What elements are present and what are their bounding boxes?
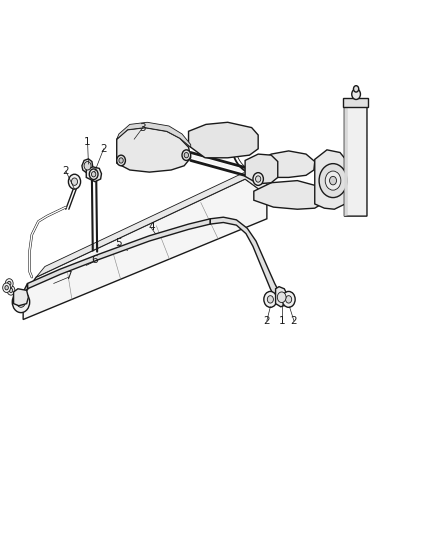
Polygon shape	[188, 122, 258, 158]
Polygon shape	[36, 170, 267, 277]
Polygon shape	[276, 287, 288, 307]
Text: 7: 7	[66, 271, 72, 281]
Polygon shape	[245, 154, 278, 184]
Text: 6: 6	[92, 255, 98, 265]
Circle shape	[253, 173, 263, 185]
Polygon shape	[23, 179, 267, 319]
Polygon shape	[117, 122, 191, 147]
Circle shape	[182, 150, 191, 160]
Text: 1: 1	[279, 316, 285, 326]
Polygon shape	[86, 167, 102, 182]
Polygon shape	[343, 98, 368, 108]
Circle shape	[5, 279, 13, 288]
Circle shape	[353, 86, 359, 92]
Circle shape	[117, 155, 125, 166]
Circle shape	[264, 292, 277, 308]
Circle shape	[7, 281, 11, 286]
Polygon shape	[18, 284, 28, 305]
Circle shape	[92, 172, 96, 177]
Text: 2: 2	[264, 316, 270, 326]
Polygon shape	[210, 217, 279, 297]
Circle shape	[89, 169, 98, 180]
Text: 3: 3	[140, 123, 146, 133]
Text: 4: 4	[148, 222, 155, 232]
Polygon shape	[117, 127, 191, 172]
Circle shape	[17, 297, 25, 308]
Circle shape	[184, 152, 188, 158]
Polygon shape	[344, 102, 367, 216]
Text: 2: 2	[100, 144, 107, 154]
Polygon shape	[254, 181, 325, 209]
Circle shape	[325, 171, 341, 190]
Circle shape	[3, 283, 11, 293]
Text: 2: 2	[63, 166, 69, 176]
Circle shape	[9, 288, 13, 293]
Circle shape	[119, 158, 123, 163]
Circle shape	[68, 174, 81, 189]
Text: 5: 5	[115, 238, 121, 248]
Circle shape	[5, 286, 8, 290]
Circle shape	[286, 296, 292, 303]
Polygon shape	[315, 150, 353, 209]
Circle shape	[319, 164, 347, 198]
Circle shape	[255, 176, 261, 182]
Circle shape	[352, 89, 360, 100]
Circle shape	[277, 292, 286, 303]
Polygon shape	[254, 151, 315, 177]
Circle shape	[329, 176, 336, 185]
Circle shape	[7, 286, 15, 295]
Circle shape	[282, 292, 295, 308]
Polygon shape	[82, 159, 93, 173]
Text: 2: 2	[290, 316, 297, 326]
Polygon shape	[344, 107, 348, 216]
Circle shape	[267, 296, 273, 303]
Polygon shape	[28, 219, 210, 289]
Circle shape	[12, 292, 30, 313]
Circle shape	[71, 178, 78, 185]
Polygon shape	[14, 289, 28, 306]
Text: 1: 1	[84, 137, 91, 147]
Circle shape	[84, 161, 91, 170]
